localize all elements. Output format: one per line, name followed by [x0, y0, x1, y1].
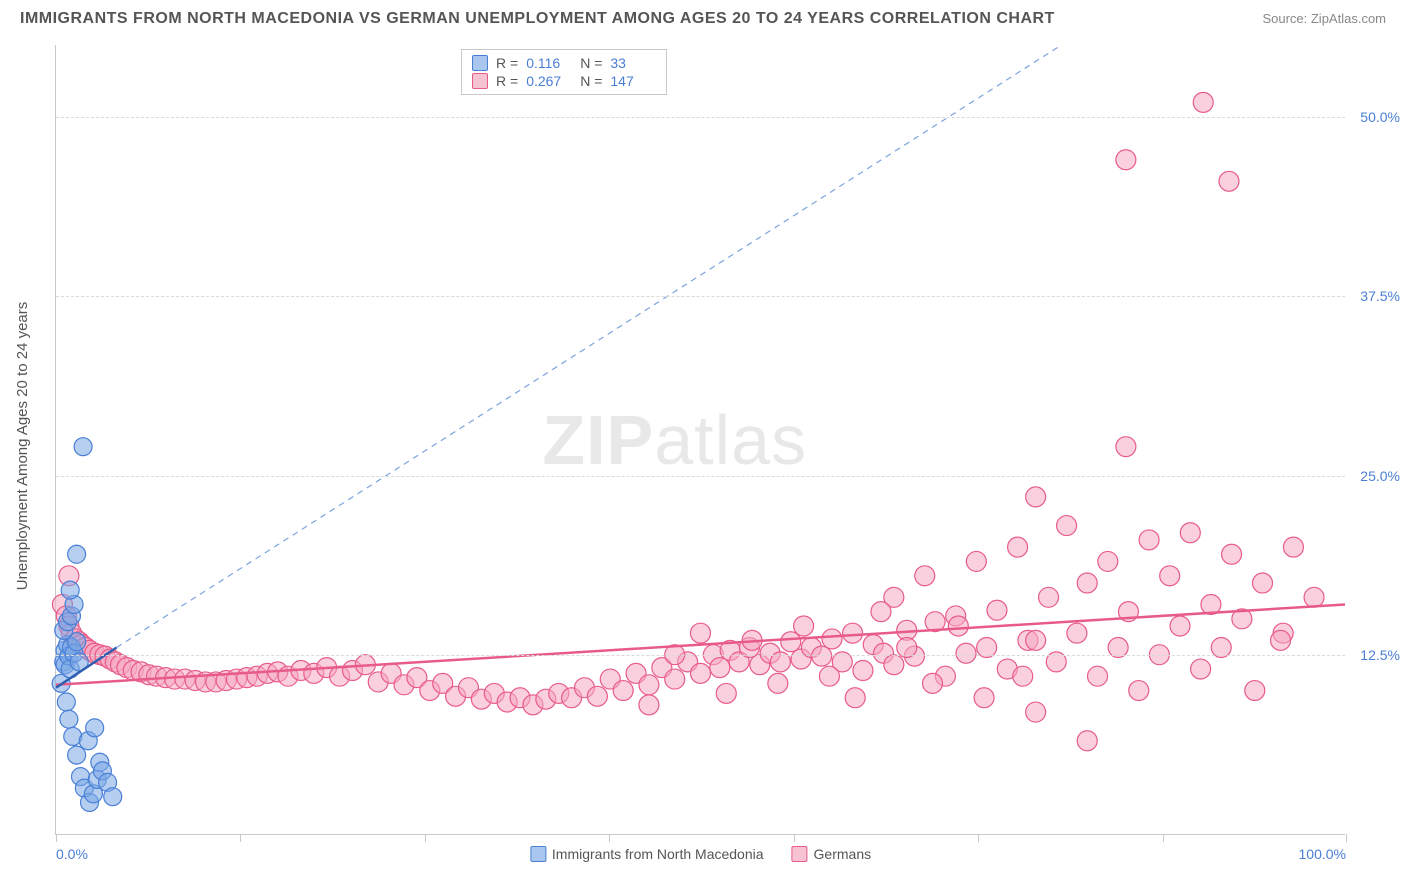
scatter-point [639, 675, 659, 695]
y-tick-label: 50.0% [1360, 109, 1400, 125]
scatter-point [794, 616, 814, 636]
scatter-point [1180, 523, 1200, 543]
scatter-point [716, 683, 736, 703]
scatter-point [822, 629, 842, 649]
scatter-point [1283, 537, 1303, 557]
scatter-point [974, 688, 994, 708]
scatter-point [104, 788, 122, 806]
legend-label: Germans [814, 846, 872, 862]
scatter-point [884, 655, 904, 675]
scatter-point [1039, 587, 1059, 607]
scatter-point [1170, 616, 1190, 636]
scatter-point [587, 686, 607, 706]
y-tick-label: 12.5% [1360, 647, 1400, 663]
legend-label: Immigrants from North Macedonia [552, 846, 764, 862]
scatter-point [1219, 171, 1239, 191]
scatter-point [1222, 544, 1242, 564]
scatter-point [845, 688, 865, 708]
scatter-point [1026, 487, 1046, 507]
legend-swatch [530, 846, 546, 862]
scatter-point [665, 669, 685, 689]
scatter-point [1116, 437, 1136, 457]
scatter-point [819, 666, 839, 686]
scatter-point [74, 438, 92, 456]
scatter-point [1077, 573, 1097, 593]
scatter-point [1013, 666, 1033, 686]
chart-plot-area: ZIPatlas R =0.116N =33R =0.267N =147 Imm… [55, 45, 1345, 835]
gridline [56, 655, 1345, 656]
x-tick [1346, 834, 1347, 842]
legend-item: Immigrants from North Macedonia [530, 846, 764, 862]
scatter-point [1191, 659, 1211, 679]
gridline [56, 296, 1345, 297]
scatter-svg [56, 45, 1345, 834]
scatter-point [57, 693, 75, 711]
scatter-point [1008, 537, 1028, 557]
x-tick [1163, 834, 1164, 842]
x-tick [425, 834, 426, 842]
scatter-point [768, 673, 788, 693]
legend-swatch [792, 846, 808, 862]
chart-source: Source: ZipAtlas.com [1262, 11, 1386, 26]
scatter-point [1160, 566, 1180, 586]
scatter-point [915, 566, 935, 586]
scatter-point [1077, 731, 1097, 751]
x-tick [794, 834, 795, 842]
scatter-point [1245, 681, 1265, 701]
scatter-point [1139, 530, 1159, 550]
scatter-point [1026, 702, 1046, 722]
gridline [56, 117, 1345, 118]
y-tick-label: 37.5% [1360, 288, 1400, 304]
scatter-point [1067, 623, 1087, 643]
trend-line [117, 45, 1062, 648]
scatter-point [923, 673, 943, 693]
gridline [56, 476, 1345, 477]
y-axis-label: Unemployment Among Ages 20 to 24 years [14, 302, 31, 591]
scatter-point [68, 746, 86, 764]
scatter-point [691, 663, 711, 683]
scatter-point [1098, 551, 1118, 571]
scatter-point [639, 695, 659, 715]
scatter-point [1057, 516, 1077, 536]
scatter-point [843, 623, 863, 643]
chart-title: IMMIGRANTS FROM NORTH MACEDONIA VS GERMA… [20, 10, 1055, 28]
scatter-point [1026, 630, 1046, 650]
scatter-point [61, 581, 79, 599]
scatter-point [613, 681, 633, 701]
scatter-point [1129, 681, 1149, 701]
scatter-point [86, 719, 104, 737]
scatter-point [1116, 150, 1136, 170]
scatter-point [691, 623, 711, 643]
scatter-point [68, 545, 86, 563]
scatter-point [1193, 92, 1213, 112]
x-tick [978, 834, 979, 842]
scatter-point [948, 616, 968, 636]
legend-item: Germans [792, 846, 872, 862]
scatter-point [987, 600, 1007, 620]
scatter-point [1304, 587, 1324, 607]
scatter-point [853, 660, 873, 680]
scatter-point [710, 658, 730, 678]
x-tick [609, 834, 610, 842]
x-tick-label: 100.0% [1299, 846, 1346, 862]
scatter-point [60, 710, 78, 728]
scatter-point [1253, 573, 1273, 593]
bottom-legend: Immigrants from North Macedonia Germans [530, 846, 871, 862]
x-tick-label: 0.0% [56, 846, 88, 862]
y-tick-label: 25.0% [1360, 468, 1400, 484]
scatter-point [956, 643, 976, 663]
x-tick [56, 834, 57, 842]
scatter-point [1088, 666, 1108, 686]
scatter-point [871, 602, 891, 622]
scatter-point [1271, 630, 1291, 650]
x-tick [240, 834, 241, 842]
scatter-point [966, 551, 986, 571]
